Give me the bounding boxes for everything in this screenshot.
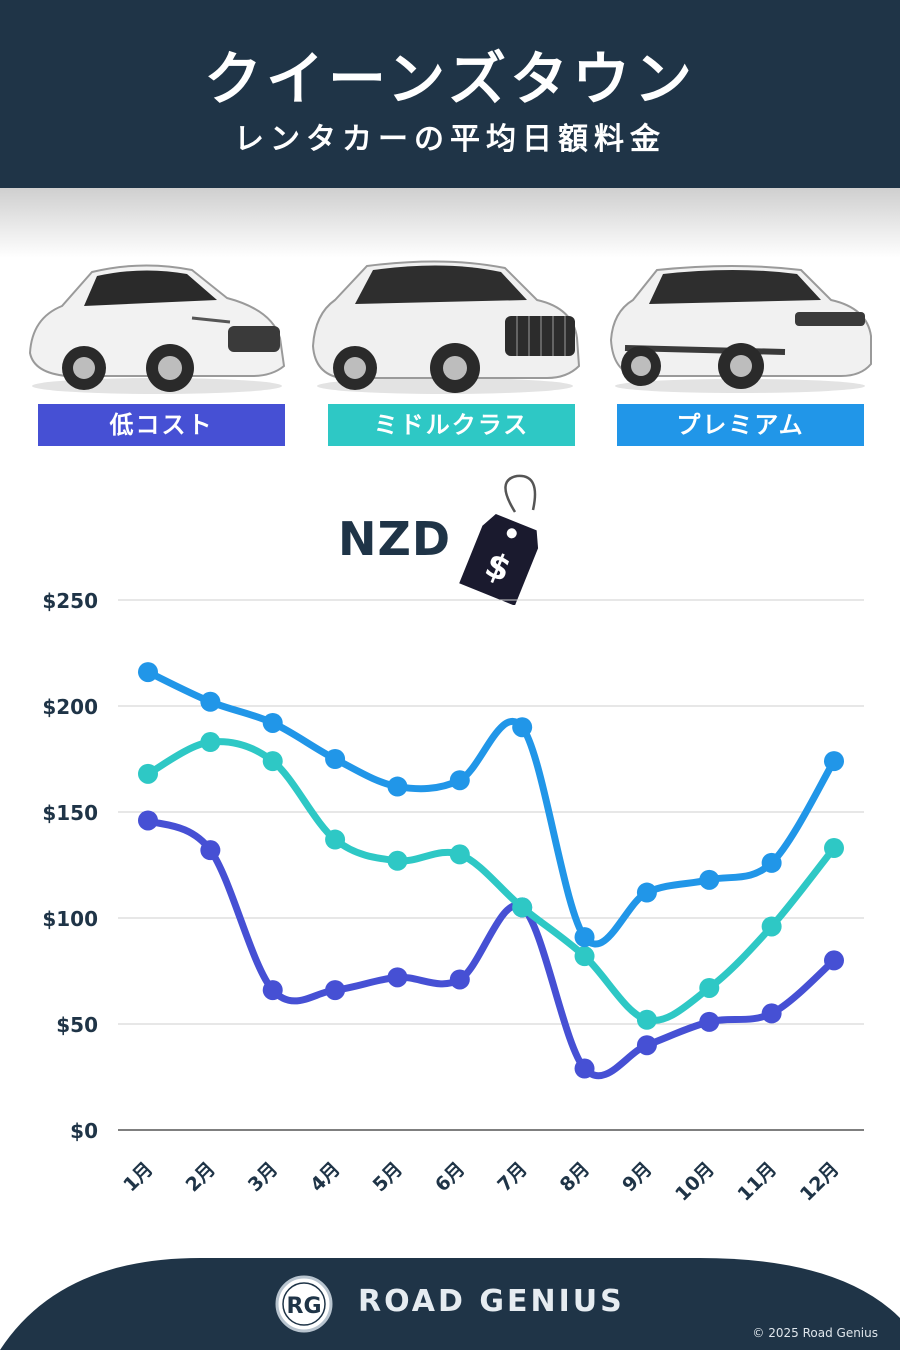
data-point	[636, 1035, 657, 1056]
x-tick-label: 3月	[244, 1158, 282, 1196]
header-banner: クイーンズタウン レンタカーの平均日額料金	[0, 0, 900, 188]
line-chart: $0 $50 $100 $150 $200 $250 1月 2月 3月 4月 5月 6月 7月 8月 9月 1…	[42, 589, 864, 1206]
copyright-text: © 2025 Road Genius	[752, 1326, 878, 1340]
data-point	[699, 1011, 720, 1032]
data-point	[138, 810, 158, 831]
x-tick-label: 5月	[369, 1158, 407, 1196]
data-point	[824, 751, 844, 772]
y-tick-label: $100	[42, 907, 98, 931]
y-tick-label: $250	[42, 589, 98, 613]
x-tick-label: 11月	[733, 1158, 781, 1206]
data-point	[574, 946, 595, 967]
data-point	[574, 1058, 595, 1079]
data-point	[262, 751, 283, 772]
brand-name: ROAD GENIUS	[358, 1284, 625, 1319]
data-point	[699, 869, 720, 890]
header-shadow	[0, 188, 900, 258]
data-point	[824, 838, 844, 859]
x-tick-label: 2月	[182, 1158, 220, 1196]
category-label-premium: プレミアム	[617, 404, 864, 446]
data-point	[200, 732, 221, 753]
data-point	[138, 763, 158, 784]
category-label-mid-class: ミドルクラス	[328, 404, 575, 446]
data-point	[512, 897, 533, 918]
data-point	[761, 852, 782, 873]
y-tick-label: $0	[70, 1119, 98, 1143]
data-point	[200, 840, 221, 861]
price-tag-icon: $	[459, 474, 539, 605]
data-point	[824, 950, 844, 971]
x-tick-label: 1月	[119, 1158, 157, 1196]
data-point	[325, 749, 346, 769]
premium-suv-car-image	[609, 265, 872, 393]
data-point	[636, 1009, 657, 1030]
data-point	[699, 977, 720, 998]
x-tick-label: 8月	[556, 1158, 594, 1196]
data-point	[449, 844, 470, 865]
hatchback-car-image	[28, 264, 286, 394]
data-point	[449, 969, 470, 990]
footer-banner	[0, 1258, 900, 1350]
data-point	[387, 776, 408, 797]
category-label-low-cost: 低コスト	[38, 404, 285, 446]
page-title: クイーンズタウン	[204, 45, 696, 113]
x-tick-label: 12月	[796, 1158, 844, 1206]
data-point	[325, 829, 346, 850]
y-tick-label: $200	[42, 695, 98, 719]
data-point	[449, 770, 470, 791]
data-point	[761, 1003, 782, 1024]
data-point	[761, 916, 782, 937]
data-point	[200, 691, 221, 712]
road-genius-logo-icon: RG	[275, 1275, 333, 1333]
currency-label: NZD	[338, 512, 452, 566]
data-point	[636, 882, 657, 903]
data-point	[262, 980, 283, 1001]
series-line	[144, 816, 838, 1080]
x-tick-label: 4月	[306, 1158, 344, 1196]
data-point	[574, 927, 595, 948]
page-subtitle: レンタカーの平均日額料金	[234, 122, 666, 157]
data-point	[512, 717, 533, 738]
x-tick-label: 9月	[618, 1158, 656, 1196]
x-tick-label: 10月	[671, 1158, 719, 1206]
series-line	[144, 668, 838, 948]
y-tick-label: $150	[42, 801, 98, 825]
data-point	[325, 980, 346, 1001]
data-point	[387, 850, 408, 871]
data-point	[387, 967, 408, 988]
data-point	[262, 712, 283, 733]
x-tick-label: 7月	[493, 1158, 531, 1196]
x-tick-label: 6月	[431, 1158, 469, 1196]
y-tick-label: $50	[56, 1013, 98, 1037]
data-point	[138, 662, 158, 683]
logo-text: RG	[287, 1294, 322, 1319]
suv-car-image	[311, 260, 581, 394]
